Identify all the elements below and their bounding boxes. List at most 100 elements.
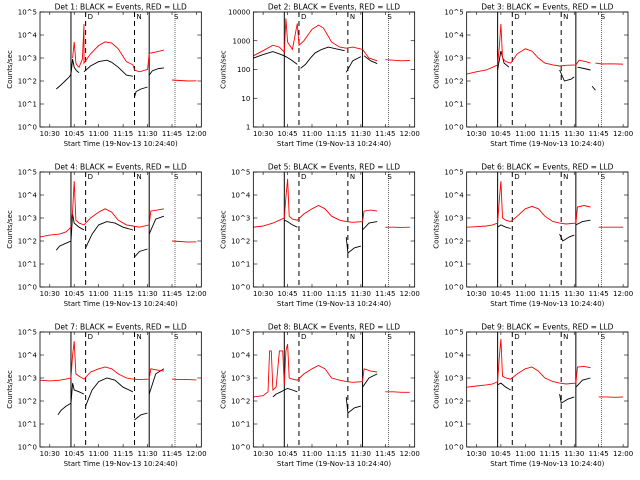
chart-panel: 10:30 10:45 11:00 11:15 11:30 11:45 12:00 10^0 1… xyxy=(6,163,207,309)
y-tick-label: 10^4 xyxy=(18,192,38,200)
marker-label: N xyxy=(137,173,142,181)
series-line-events xyxy=(575,219,591,226)
series-line-events xyxy=(57,382,85,416)
x-tick-label: 11:15 xyxy=(540,450,560,458)
marker-label: N xyxy=(350,173,355,181)
y-tick-label: 10^1 xyxy=(18,261,37,269)
plot-frame xyxy=(39,331,202,448)
series-line-lld xyxy=(595,62,624,65)
plot-frame xyxy=(252,171,416,288)
series-line-lld xyxy=(253,18,378,62)
x-tick-label: 11:45 xyxy=(162,290,182,298)
x-tick-label: 12:00 xyxy=(400,290,420,298)
x-tick-label: 10:45 xyxy=(64,290,84,298)
y-axis-label: Counts/sec xyxy=(433,370,441,409)
y-axis-label: Counts/sec xyxy=(219,50,227,89)
chart-panel: 10:30 10:45 11:00 11:15 11:30 11:45 12:00 10^0 1… xyxy=(433,323,634,469)
x-tick-label: 11:15 xyxy=(326,290,346,298)
y-tick-label: 10^5 xyxy=(231,329,250,337)
chart-title: Det 8: BLACK = Events, RED = LLD xyxy=(268,323,400,332)
y-tick-label: 1000 xyxy=(233,37,251,45)
series-line-lld xyxy=(466,338,591,388)
marker-label: D xyxy=(514,173,519,181)
y-axis-label: Counts/sec xyxy=(433,210,441,249)
x-tick-label: 11:15 xyxy=(113,290,133,298)
marker-label: S xyxy=(387,173,392,181)
y-tick-label: 10^0 xyxy=(18,284,37,292)
series-line-events xyxy=(148,67,164,76)
y-tick-label: 10^3 xyxy=(18,55,37,63)
y-axis-label: Counts/sec xyxy=(6,210,14,249)
series-line-events xyxy=(497,382,511,391)
chart-panel: 10:30 10:45 11:00 11:15 11:30 11:45 12:00 10^0 1… xyxy=(219,163,420,309)
series-line-lld xyxy=(171,378,197,381)
x-tick-label: 11:45 xyxy=(375,450,395,458)
x-tick-label: 11:00 xyxy=(302,130,322,138)
x-tick-label: 10:30 xyxy=(40,290,60,298)
series-line-events xyxy=(85,377,134,407)
series-line-events xyxy=(134,248,148,258)
series-line-events xyxy=(56,59,80,90)
series-line-events xyxy=(497,224,511,229)
series-line-events xyxy=(345,236,362,254)
x-tick-label: 11:00 xyxy=(302,290,322,298)
series-line-events xyxy=(345,56,362,73)
x-tick-label: 11:00 xyxy=(515,290,535,298)
series-line-events xyxy=(559,69,575,82)
series-line-lld xyxy=(39,341,164,382)
y-tick-label: 10^2 xyxy=(444,238,463,246)
y-tick-label: 10^5 xyxy=(231,169,250,177)
series-line-lld xyxy=(466,181,591,228)
y-tick-label: 10^1 xyxy=(444,261,463,269)
series-line-events xyxy=(85,221,134,249)
x-tick-label: 11:45 xyxy=(375,130,395,138)
x-tick-label: 11:15 xyxy=(326,450,346,458)
x-tick-label: 11:30 xyxy=(564,290,584,298)
x-axis-label: Start Time (19-Nov-13 10:24:40) xyxy=(64,140,178,148)
series-line-lld xyxy=(39,181,164,238)
x-tick-label: 10:45 xyxy=(277,130,297,138)
series-line-lld xyxy=(466,23,591,75)
series-line-lld xyxy=(171,240,197,243)
x-tick-label: 10:30 xyxy=(40,130,60,138)
marker-label: S xyxy=(387,333,392,341)
chart-title: Det 6: BLACK = Events, RED = LLD xyxy=(481,163,613,172)
x-tick-label: 11:30 xyxy=(351,450,371,458)
y-tick-label: 10^0 xyxy=(444,444,463,452)
x-tick-label: 12:00 xyxy=(613,290,633,298)
x-axis-label: Start Time (19-Nov-13 10:24:40) xyxy=(277,460,391,468)
x-axis-label: Start Time (19-Nov-13 10:24:40) xyxy=(277,300,391,308)
chart-title: Det 7: BLACK = Events, RED = LLD xyxy=(55,323,187,332)
chart-title: Det 3: BLACK = Events, RED = LLD xyxy=(481,3,613,12)
x-tick-label: 12:00 xyxy=(186,130,206,138)
y-tick-label: 10^3 xyxy=(444,375,463,383)
x-tick-label: 12:00 xyxy=(613,450,633,458)
x-tick-label: 11:15 xyxy=(540,130,560,138)
y-tick-label: 10^2 xyxy=(18,238,37,246)
x-tick-label: 11:15 xyxy=(540,290,560,298)
y-tick-label: 10^3 xyxy=(18,215,37,223)
chart-panel: 10:30 10:45 11:00 11:15 11:30 11:45 12:00 10^0 1… xyxy=(6,3,207,149)
y-tick-label: 10^1 xyxy=(18,101,37,109)
x-tick-label: 12:00 xyxy=(186,290,206,298)
y-axis-label: Counts/sec xyxy=(6,370,14,409)
y-tick-label: 10^2 xyxy=(18,78,37,86)
series-line-events xyxy=(148,215,165,235)
series-line-lld xyxy=(253,178,378,228)
x-tick-label: 10:45 xyxy=(491,450,511,458)
y-tick-label: 10^0 xyxy=(231,444,250,452)
x-tick-label: 10:30 xyxy=(40,450,60,458)
x-tick-label: 11:45 xyxy=(375,290,395,298)
y-tick-label: 10^4 xyxy=(231,192,251,200)
y-tick-label: 10^3 xyxy=(231,375,250,383)
series-line-events xyxy=(134,86,148,98)
plot-frame xyxy=(466,171,629,288)
series-line-events xyxy=(55,213,85,251)
series-line-events xyxy=(300,46,345,69)
marker-label: D xyxy=(88,173,93,181)
marker-label: D xyxy=(514,333,519,341)
x-tick-label: 11:45 xyxy=(162,450,182,458)
chart-panel: 10:30 10:45 11:00 11:15 11:30 11:45 12:00 10^0 1… xyxy=(6,323,207,469)
chart-panel: 10:30 10:45 11:00 11:15 11:30 11:45 12:00 10^0 1… xyxy=(433,163,634,309)
